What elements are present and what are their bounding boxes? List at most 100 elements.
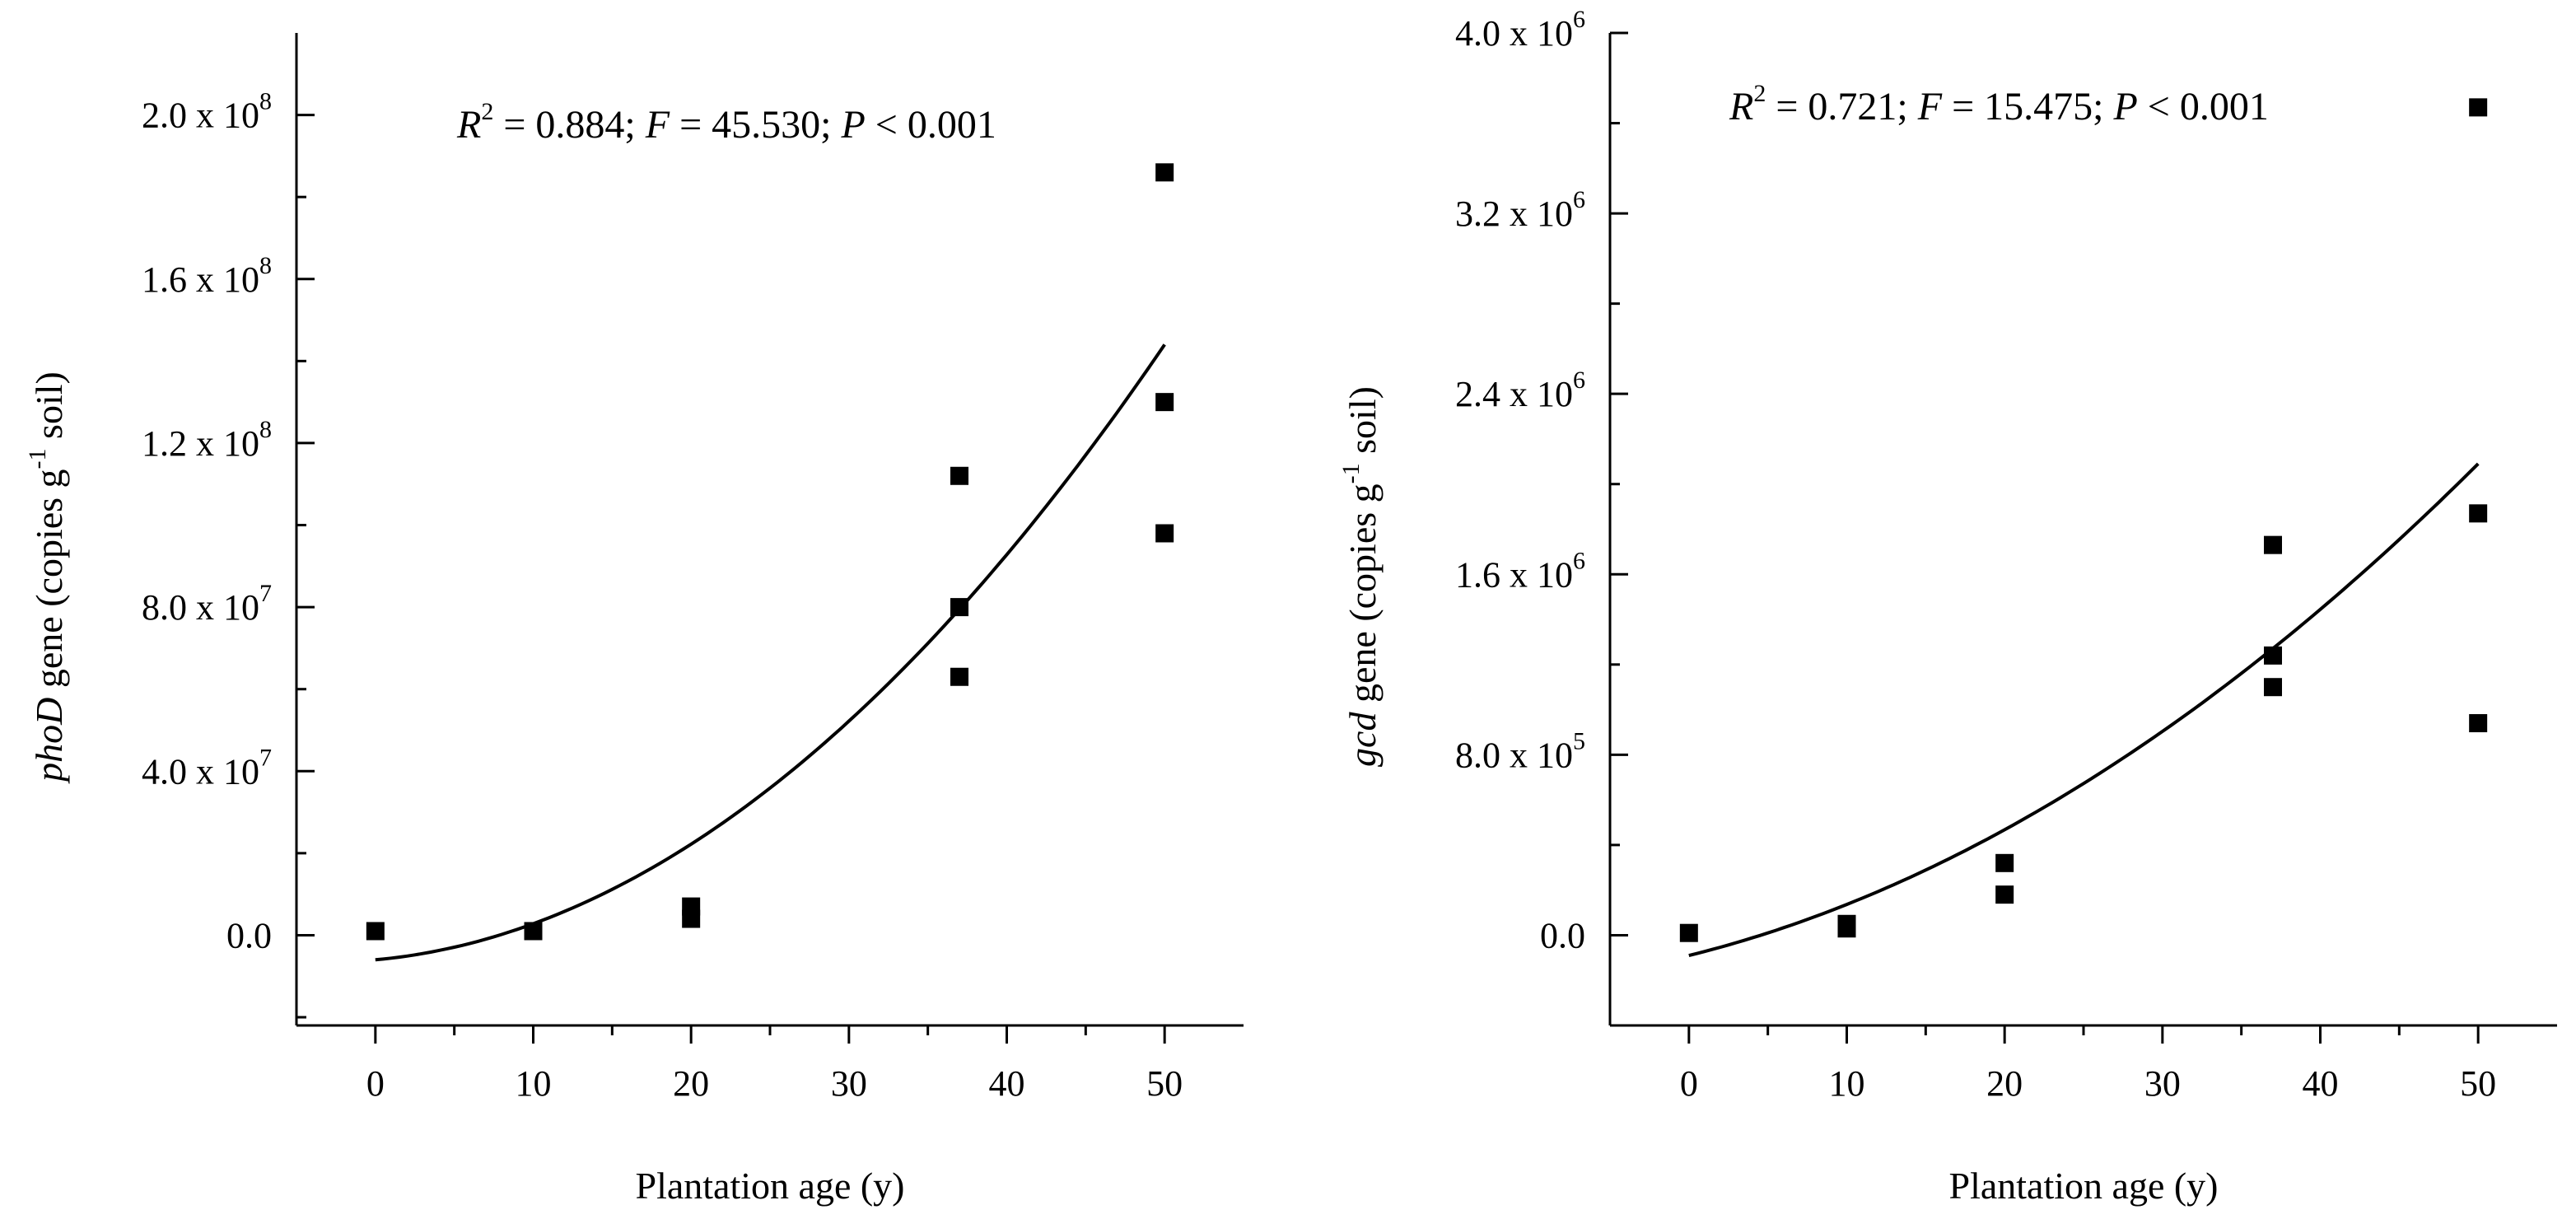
y-tick-exponent: 7	[259, 580, 272, 607]
y-tick-label: 0.0	[226, 915, 272, 955]
y-tick-label: 2.4 x 106	[1455, 367, 1585, 414]
fit-curve	[1688, 462, 2480, 958]
x-tick-label: 30	[831, 1063, 867, 1104]
x-tick-labels: 0 10 20 30 40 50	[366, 1063, 1183, 1104]
y-tick-exponent: 8	[259, 252, 272, 279]
y-title-gene: phoD	[28, 698, 70, 784]
y-tick-mantissa: 0.0	[226, 915, 272, 955]
annot-r-val: = 0.721;	[1766, 85, 1917, 128]
y-tick-exponent: 8	[259, 88, 272, 115]
y-tick-mantissa: 8.0 x 10	[1455, 735, 1573, 775]
data-point	[1995, 885, 2014, 904]
data-point	[2264, 535, 2282, 554]
y-tick-exponent: 6	[1573, 547, 1585, 574]
data-point	[2469, 98, 2488, 117]
x-tick-label: 30	[2144, 1063, 2181, 1104]
x-tick-labels: 0 10 20 30 40 50	[1680, 1063, 2496, 1104]
stats-annotation: R2 = 0.884; F = 45.530; P < 0.001	[456, 98, 996, 147]
data-points	[366, 163, 1174, 941]
x-tick-label: 40	[989, 1063, 1025, 1104]
y-tick-mantissa: 2.0 x 10	[142, 96, 259, 136]
data-point	[2264, 678, 2282, 697]
data-point	[2264, 646, 2282, 665]
y-title-rest: gene (copies g	[28, 469, 70, 697]
y-tick-exponent: 6	[1573, 367, 1585, 394]
y-tick-label: 4.0 x 106	[1455, 6, 1585, 54]
x-tick-label: 0	[1680, 1063, 1698, 1104]
y-tick-label: 0.0	[1540, 915, 1585, 955]
data-point	[1155, 393, 1174, 412]
annot-r-exp: 2	[1753, 80, 1766, 107]
annot-p: P	[2112, 85, 2137, 128]
y-tick-label: 8.0 x 105	[1455, 727, 1585, 775]
data-point	[1995, 853, 2014, 872]
annot-f-val: = 45.530;	[670, 103, 841, 147]
y-tick-label: 1.6 x 108	[142, 252, 272, 300]
x-tick-label: 40	[2303, 1063, 2339, 1104]
y-tick-mantissa: 8.0 x 10	[142, 587, 259, 628]
y-tick-label: 1.2 x 108	[142, 416, 272, 464]
x-tick-label: 20	[1986, 1063, 2023, 1104]
y-axis-title: gcd gene (copies g-1 soil)	[1337, 386, 1384, 767]
data-point	[1155, 163, 1174, 182]
data-point	[524, 922, 543, 941]
y-tick-label: 8.0 x 107	[142, 580, 272, 628]
annot-p-val: < 0.001	[2138, 85, 2269, 128]
x-tick-label: 10	[1829, 1063, 1865, 1104]
y-tick-mantissa: 1.2 x 10	[142, 423, 259, 464]
y-tick-exponent: 7	[259, 744, 272, 771]
annot-f-val: = 15.475;	[1942, 85, 2113, 128]
y-title-tail: soil)	[1342, 386, 1384, 463]
data-point	[2469, 504, 2488, 523]
x-tick-label: 20	[673, 1063, 709, 1104]
y-tick-mantissa: 0.0	[1540, 915, 1585, 955]
data-point	[2469, 714, 2488, 733]
data-point	[950, 466, 968, 485]
y-tick-mantissa: 4.0 x 10	[142, 751, 259, 792]
annot-p-val: < 0.001	[866, 103, 996, 147]
y-title-exp: -1	[24, 448, 51, 469]
data-point	[1679, 923, 1698, 942]
annot-r: R	[1729, 85, 1753, 128]
x-tick-label: 50	[2460, 1063, 2496, 1104]
data-point	[950, 667, 968, 686]
x-tick-label: 50	[1146, 1063, 1183, 1104]
data-point	[950, 598, 968, 617]
annot-p: P	[840, 103, 865, 147]
annot-f: F	[645, 103, 670, 147]
fit-curve	[375, 343, 1166, 962]
y-tick-mantissa: 2.4 x 10	[1455, 374, 1573, 414]
y-tick-label: 2.0 x 108	[142, 88, 272, 136]
y-tick-exponent: 5	[1573, 727, 1585, 754]
y-title-gene: gcd	[1342, 712, 1384, 767]
y-tick-exponent: 6	[1573, 6, 1585, 33]
y-title-exp: -1	[1337, 463, 1365, 483]
annot-r: R	[456, 103, 481, 147]
x-axis-title: Plantation age (y)	[635, 1165, 904, 1207]
x-tick-label: 0	[366, 1063, 385, 1104]
ticks	[296, 114, 1166, 1044]
x-tick-label: 10	[516, 1063, 552, 1104]
y-tick-mantissa: 3.2 x 10	[1455, 194, 1573, 234]
y-title-rest: gene (copies g	[1342, 483, 1384, 712]
y-tick-label: 3.2 x 106	[1455, 186, 1585, 234]
annot-f: F	[1917, 85, 1943, 128]
annot-r-exp: 2	[481, 98, 493, 125]
ticks	[1610, 31, 2480, 1044]
y-tick-mantissa: 4.0 x 10	[1455, 13, 1573, 54]
stats-annotation: R2 = 0.721; F = 15.475; P < 0.001	[1729, 80, 2269, 128]
data-point	[366, 922, 385, 941]
y-tick-exponent: 6	[1573, 186, 1585, 213]
y-title-tail: soil)	[28, 371, 70, 448]
y-tick-mantissa: 1.6 x 10	[1455, 554, 1573, 595]
y-axis-title: phoD gene (copies g-1 soil)	[24, 371, 70, 784]
annot-r-val: = 0.884;	[493, 103, 645, 147]
y-tick-mantissa: 1.6 x 10	[142, 259, 259, 300]
y-tick-label: 1.6 x 106	[1455, 547, 1585, 595]
y-tick-exponent: 8	[259, 416, 272, 443]
